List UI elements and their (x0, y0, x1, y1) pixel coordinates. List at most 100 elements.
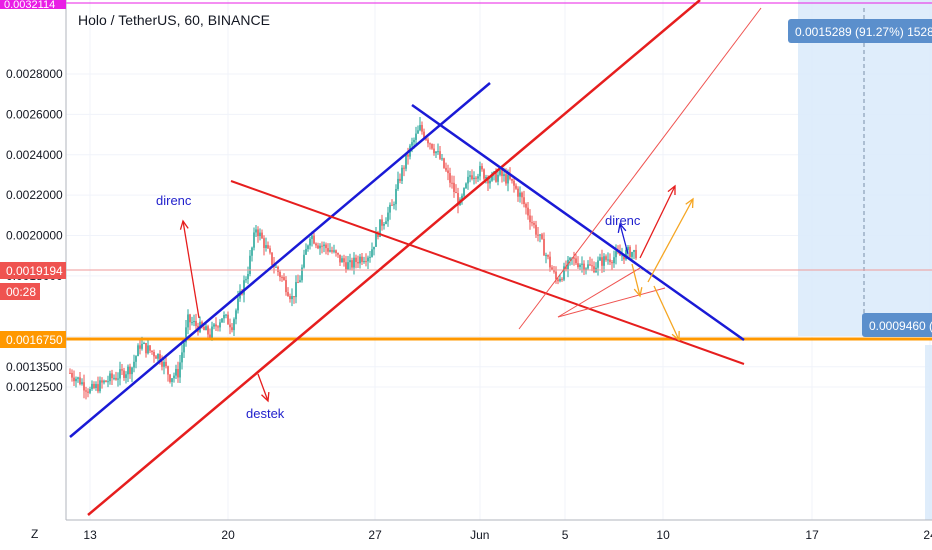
arrow-orange-down-a-head (633, 287, 643, 298)
candle-body (499, 169, 501, 175)
candle-body (283, 277, 285, 281)
candle-body (377, 232, 379, 237)
candle-body (413, 139, 415, 143)
candle-body (535, 224, 537, 235)
candle-body (593, 266, 595, 273)
candle-body (349, 260, 351, 263)
candle-body (415, 133, 417, 140)
candle-body (249, 255, 251, 275)
candle-body (279, 271, 281, 278)
arrow-red-up (639, 185, 676, 259)
candle-body (607, 259, 609, 261)
candle-body (203, 326, 205, 331)
candle-body (431, 143, 433, 149)
candle-body (473, 177, 475, 180)
candle-body (383, 224, 385, 226)
candle-body (573, 257, 575, 259)
candle-body (99, 380, 101, 392)
candle-body (589, 264, 591, 266)
candle-body (577, 263, 579, 268)
candle-body (609, 259, 611, 263)
candle-body (235, 310, 237, 320)
candle-body (575, 258, 577, 264)
candle-body (73, 377, 75, 382)
candle-body (103, 380, 105, 383)
candle-body (599, 257, 601, 261)
candle-body (531, 222, 533, 224)
candle-body (221, 318, 223, 323)
candle-body (293, 296, 295, 298)
candle-body (357, 262, 359, 264)
candle-body (521, 192, 523, 198)
annotation-direnc-right: direnc (605, 213, 641, 228)
candle-body (561, 278, 563, 280)
candle-body (325, 244, 327, 249)
candle-body (211, 326, 213, 338)
candle-body (361, 256, 363, 262)
candle-body (243, 280, 245, 295)
measure-zone (798, 0, 932, 336)
candle-body (371, 249, 373, 257)
candle-body (513, 180, 515, 186)
candle-body (481, 166, 483, 170)
candle-body (397, 178, 399, 189)
candle-body (619, 252, 621, 256)
arrow-orange-down-a (631, 263, 641, 297)
candle-body (465, 183, 467, 189)
candle-body (79, 377, 81, 385)
candle-body (373, 246, 375, 250)
arrow-orange-down-b (653, 285, 680, 341)
candle-body (451, 182, 453, 184)
candle-body (551, 267, 553, 271)
candle-body (299, 280, 301, 283)
candle-body (187, 314, 189, 328)
candle-body (605, 256, 607, 260)
candle-body (315, 243, 317, 246)
candle-body (407, 154, 409, 157)
candle-body (113, 377, 115, 379)
axis-corner-label[interactable]: Z (31, 527, 38, 541)
candle-body (93, 383, 95, 389)
axis-corner-button[interactable] (26, 524, 44, 542)
candle-body (477, 176, 479, 179)
candle-body (375, 232, 377, 247)
candle-body (623, 255, 625, 260)
candle-body (217, 326, 219, 328)
time-axis: 13 20 27 Jun 5 10 17 24 (83, 528, 932, 542)
candle-body (455, 191, 457, 194)
candle-body (305, 249, 307, 255)
red-descending-line (230, 180, 745, 365)
candle-body (385, 221, 387, 225)
candle-body (471, 175, 473, 180)
candle-body (327, 248, 329, 252)
candle-body (297, 282, 299, 284)
candle-body (579, 264, 581, 268)
candle-body (313, 235, 315, 244)
candle-body (157, 353, 159, 359)
candle-body (355, 257, 357, 263)
candle-body (353, 257, 355, 268)
candle-body (121, 369, 123, 371)
candle-body (153, 352, 155, 357)
candle-body (591, 265, 593, 267)
candle-body (135, 356, 137, 362)
candle-body (399, 178, 401, 181)
candle-body (125, 374, 127, 378)
candle-body (427, 139, 429, 144)
candle-body (155, 356, 157, 359)
candle-body (627, 246, 629, 251)
candle-body (195, 320, 197, 326)
candle-body (525, 203, 527, 208)
top-level-tag: 0.0032114 (4, 0, 55, 11)
candle-body (237, 298, 239, 311)
candle-body (549, 256, 551, 268)
arrow-direnc-right (619, 223, 629, 255)
candle-body (583, 263, 585, 271)
candle-body (291, 296, 293, 300)
candle-body (101, 380, 103, 383)
thin-red-wedge-b (557, 267, 641, 318)
candle-body (501, 169, 503, 177)
candle-body (179, 362, 181, 378)
candle-body (225, 314, 227, 316)
